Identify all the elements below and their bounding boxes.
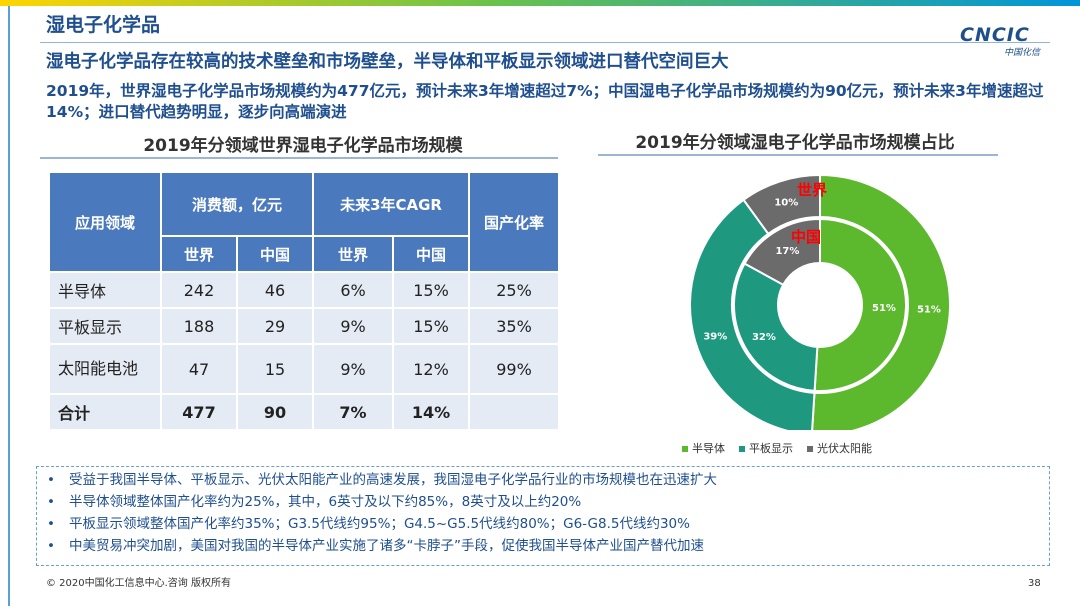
logo-subtext: 中国化信 bbox=[1004, 48, 1041, 58]
legend-label: 半导体 bbox=[692, 442, 725, 455]
header-field: 应用领域 bbox=[48, 171, 162, 273]
bullet-text: 中美贸易冲突加剧，美国对我国的半导体产业实施了诸多“卡脖子”手段，促使我国半导体… bbox=[69, 538, 704, 554]
data-label-world-0: 51% bbox=[917, 304, 941, 315]
legend-item: 半导体 bbox=[682, 440, 725, 456]
cell-field: 合计 bbox=[48, 393, 162, 431]
summary-text: 2019年，世界湿电子化学品市场规模约为477亿元，预计未来3年增速超过7%；中… bbox=[46, 82, 1044, 121]
donut-slice-china-0 bbox=[813, 217, 907, 392]
title-divider bbox=[40, 42, 1050, 43]
notes-box: • 受益于我国半导体、平板显示、光伏太阳能产业的高速发展，我国湿电子化学品行业的市… bbox=[36, 466, 1050, 566]
chart-title-underline bbox=[598, 154, 998, 156]
bullet-text: 半导体领域整体国产化率约为25%，其中，6英寸及以下约85%，8英寸及以上约20… bbox=[69, 494, 582, 510]
cell-localization: 35% bbox=[468, 307, 561, 345]
donut-slice-china-2 bbox=[743, 217, 821, 287]
cell-localization: 25% bbox=[468, 271, 561, 309]
legend-item: 光伏太阳能 bbox=[807, 440, 872, 456]
data-label-world-1: 39% bbox=[703, 331, 727, 342]
table-title: 2019年分领域世界湿电子化学品市场规模 bbox=[143, 136, 463, 156]
cell-cons-world: 47 bbox=[160, 343, 238, 395]
copyright: © 2020中国化工信息中心.咨询 版权所有 bbox=[46, 578, 231, 589]
notes-list: • 受益于我国半导体、平板显示、光伏太阳能产业的高速发展，我国湿电子化学品行业的市… bbox=[37, 467, 1049, 557]
data-label-world-2: 10% bbox=[774, 197, 798, 208]
header-cons-china: 中国 bbox=[235, 235, 315, 273]
table-row: 太阳能电池 47 15 9% 12% 99% bbox=[48, 343, 561, 395]
header-cons-world: 世界 bbox=[160, 235, 238, 273]
cell-cagr-world: 9% bbox=[312, 307, 395, 345]
cell-cagr-china: 15% bbox=[392, 307, 471, 345]
cell-cons-china: 15 bbox=[235, 343, 315, 395]
data-label-china-0: 51% bbox=[872, 303, 896, 314]
cell-cagr-world: 6% bbox=[312, 271, 395, 309]
page-title: 湿电子化学品 bbox=[46, 14, 161, 36]
legend-swatch bbox=[739, 446, 745, 452]
table-row: 半导体 242 46 6% 15% 25% bbox=[48, 271, 561, 309]
ring-label-world: 世界 bbox=[797, 181, 827, 199]
top-gradient-bar bbox=[0, 0, 1080, 6]
cell-cons-world: 477 bbox=[160, 393, 238, 431]
logo-text: CNCIC bbox=[960, 24, 1030, 46]
table-row-total: 合计 477 90 7% 14% bbox=[48, 393, 561, 431]
bullet-marker: • bbox=[47, 472, 55, 488]
bullet-text: 平板显示领域整体国产化率约35%；G3.5代线约95%；G4.5~G5.5代线约… bbox=[69, 516, 690, 532]
legend-label: 平板显示 bbox=[749, 442, 793, 455]
cell-field: 太阳能电池 bbox=[48, 343, 162, 395]
header-cagr: 未来3年CAGR bbox=[312, 171, 471, 237]
chart-title: 2019年分领域湿电子化学品市场规模占比 bbox=[635, 133, 955, 153]
donut-slice-world-1 bbox=[689, 198, 816, 430]
header-consumption: 消费额，亿元 bbox=[159, 171, 315, 237]
cell-field: 半导体 bbox=[48, 271, 162, 309]
cell-cagr-china: 12% bbox=[392, 343, 471, 395]
cell-cagr-world: 9% bbox=[312, 343, 395, 395]
table-row: 平板显示 188 29 9% 15% 35% bbox=[48, 307, 561, 345]
cncic-logo: CNCIC 中国化信 bbox=[960, 24, 1060, 60]
list-item: • 受益于我国半导体、平板显示、光伏太阳能产业的高速发展，我国湿电子化学品行业的市… bbox=[47, 469, 1049, 491]
header-cagr-world: 世界 bbox=[312, 235, 395, 273]
bullet-marker: • bbox=[47, 494, 55, 510]
donut-slice-china-1 bbox=[733, 262, 819, 392]
cell-cons-china: 90 bbox=[235, 393, 315, 431]
list-item: • 平板显示领域整体国产化率约35%；G3.5代线约95%；G4.5~G5.5代线… bbox=[47, 513, 1049, 535]
donut-slice-world-2 bbox=[742, 173, 821, 236]
cell-field: 平板显示 bbox=[48, 307, 162, 345]
market-table: 应用领域 消费额，亿元 未来3年CAGR 国产化率 世界 中国 世界 中国 半导… bbox=[48, 171, 561, 431]
donut-slice-world-0 bbox=[811, 173, 951, 430]
table-title-underline bbox=[40, 157, 558, 159]
cell-cons-china: 29 bbox=[235, 307, 315, 345]
legend-label: 光伏太阳能 bbox=[817, 442, 872, 455]
bullet-marker: • bbox=[47, 516, 55, 532]
cell-cons-world: 188 bbox=[160, 307, 238, 345]
cell-localization: 99% bbox=[468, 343, 561, 395]
bullet-marker: • bbox=[47, 538, 55, 554]
legend-item: 平板显示 bbox=[739, 440, 793, 456]
list-item: • 半导体领域整体国产化率约为25%，其中，6英寸及以下约85%，8英寸及以上约2… bbox=[47, 491, 1049, 513]
list-item: • 中美贸易冲突加剧，美国对我国的半导体产业实施了诸多“卡脖子”手段，促使我国半导… bbox=[47, 535, 1049, 557]
cell-cons-china: 46 bbox=[235, 271, 315, 309]
legend-swatch bbox=[807, 446, 813, 452]
ring-label-china: 中国 bbox=[791, 228, 821, 246]
cell-localization bbox=[468, 393, 561, 431]
header-cagr-china: 中国 bbox=[392, 235, 471, 273]
header-localization: 国产化率 bbox=[468, 171, 561, 273]
cell-cagr-china: 15% bbox=[392, 271, 471, 309]
legend-swatch bbox=[682, 446, 688, 452]
cell-cons-world: 242 bbox=[160, 271, 238, 309]
headline: 湿电子化学品存在较高的技术壁垒和市场壁垒，半导体和平板显示领域进口替代空间巨大 bbox=[46, 52, 729, 72]
page-number: 38 bbox=[1028, 578, 1041, 589]
left-accent-line bbox=[8, 6, 10, 606]
data-label-china-2: 17% bbox=[775, 246, 799, 257]
cell-cagr-world: 7% bbox=[312, 393, 395, 431]
chart-legend: 半导体 平板显示 光伏太阳能 bbox=[682, 440, 872, 456]
cell-cagr-china: 14% bbox=[392, 393, 471, 431]
data-label-china-1: 32% bbox=[752, 332, 776, 343]
bullet-text: 受益于我国半导体、平板显示、光伏太阳能产业的高速发展，我国湿电子化学品行业的市场… bbox=[69, 472, 717, 488]
